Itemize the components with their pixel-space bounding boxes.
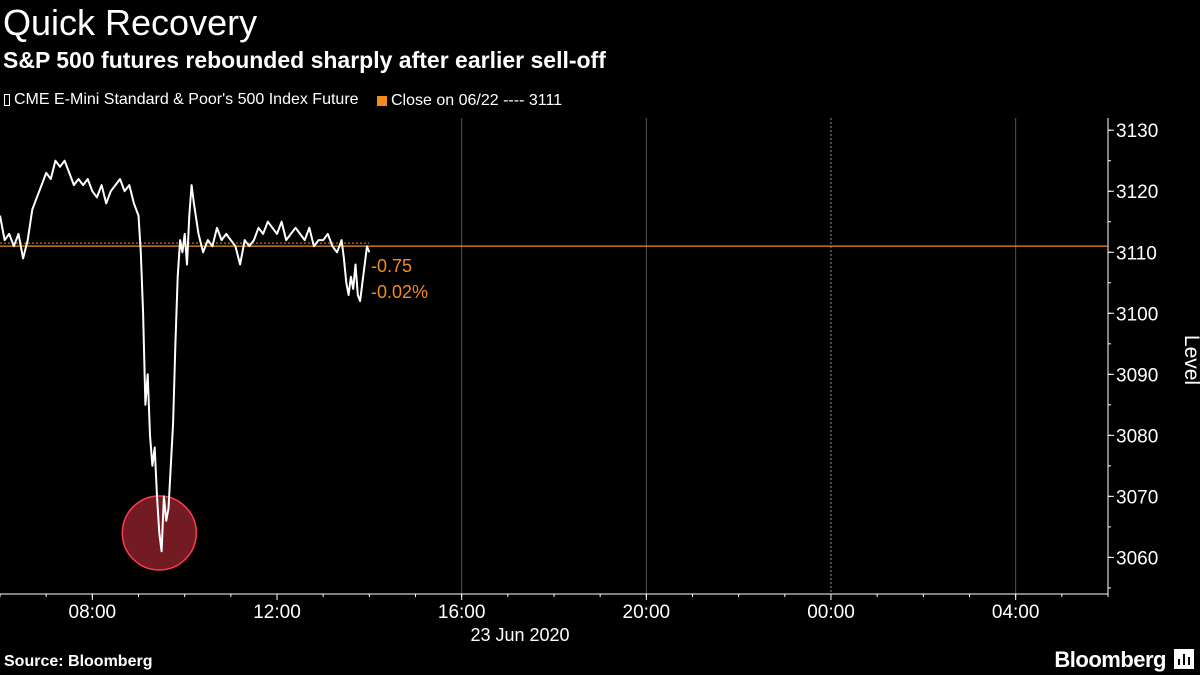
x-tick-label-0: 08:00 xyxy=(69,602,117,623)
chart-subtitle: S&P 500 futures rebounded sharply after … xyxy=(3,47,606,73)
legend-label-close: Close on 06/22 ---- 3111 xyxy=(391,92,563,109)
y-tick-label-3080: 3080 xyxy=(1116,426,1158,447)
legend-swatch-close xyxy=(377,96,387,106)
x-tick-label-1: 12:00 xyxy=(253,602,301,623)
y-tick-label-3100: 3100 xyxy=(1116,304,1158,325)
x-tick-label-4: 00:00 xyxy=(807,602,855,623)
x-tick-label-3: 20:00 xyxy=(623,602,671,623)
brand-wordmark: Bloomberg xyxy=(1054,647,1166,672)
y-tick-label-3060: 3060 xyxy=(1116,548,1158,569)
change-percent-label: -0.02% xyxy=(371,282,428,302)
change-absolute-label: -0.75 xyxy=(371,256,412,276)
y-tick-label-3130: 3130 xyxy=(1116,121,1158,142)
y-tick-label-3090: 3090 xyxy=(1116,365,1158,386)
legend-swatch-futures xyxy=(4,94,10,106)
y-tick-label-3110: 3110 xyxy=(1116,243,1157,264)
y-axis-label: Level xyxy=(1180,335,1200,385)
legend-label-futures: CME E-Mini Standard & Poor's 500 Index F… xyxy=(14,91,359,108)
axis-labels: 3060 3070 3080 3090 3100 3110 3120 3130 08:00 12:… xyxy=(69,121,1159,623)
axes xyxy=(0,118,1114,600)
series-group xyxy=(0,159,371,553)
y-tick-label-3120: 3120 xyxy=(1116,182,1158,203)
reference-line-group xyxy=(0,242,1108,247)
x-axis-date-label: 23 Jun 2020 xyxy=(470,625,569,645)
legend: CME E-Mini Standard & Poor's 500 Index F… xyxy=(4,90,576,112)
bloomberg-logo-icon xyxy=(1174,649,1194,669)
legend-item-close: Close on 06/22 ---- 3111 xyxy=(377,91,562,111)
source-label: Source: Bloomberg xyxy=(4,653,153,670)
y-tick-label-3070: 3070 xyxy=(1116,487,1158,508)
x-tick-label-2: 16:00 xyxy=(438,602,486,623)
legend-item-futures: CME E-Mini Standard & Poor's 500 Index F… xyxy=(4,90,359,110)
x-tick-label-5: 04:00 xyxy=(992,602,1040,623)
series-line-0 xyxy=(0,159,371,553)
grid-lines xyxy=(461,118,1017,594)
chart-title: Quick Recovery xyxy=(3,2,258,43)
